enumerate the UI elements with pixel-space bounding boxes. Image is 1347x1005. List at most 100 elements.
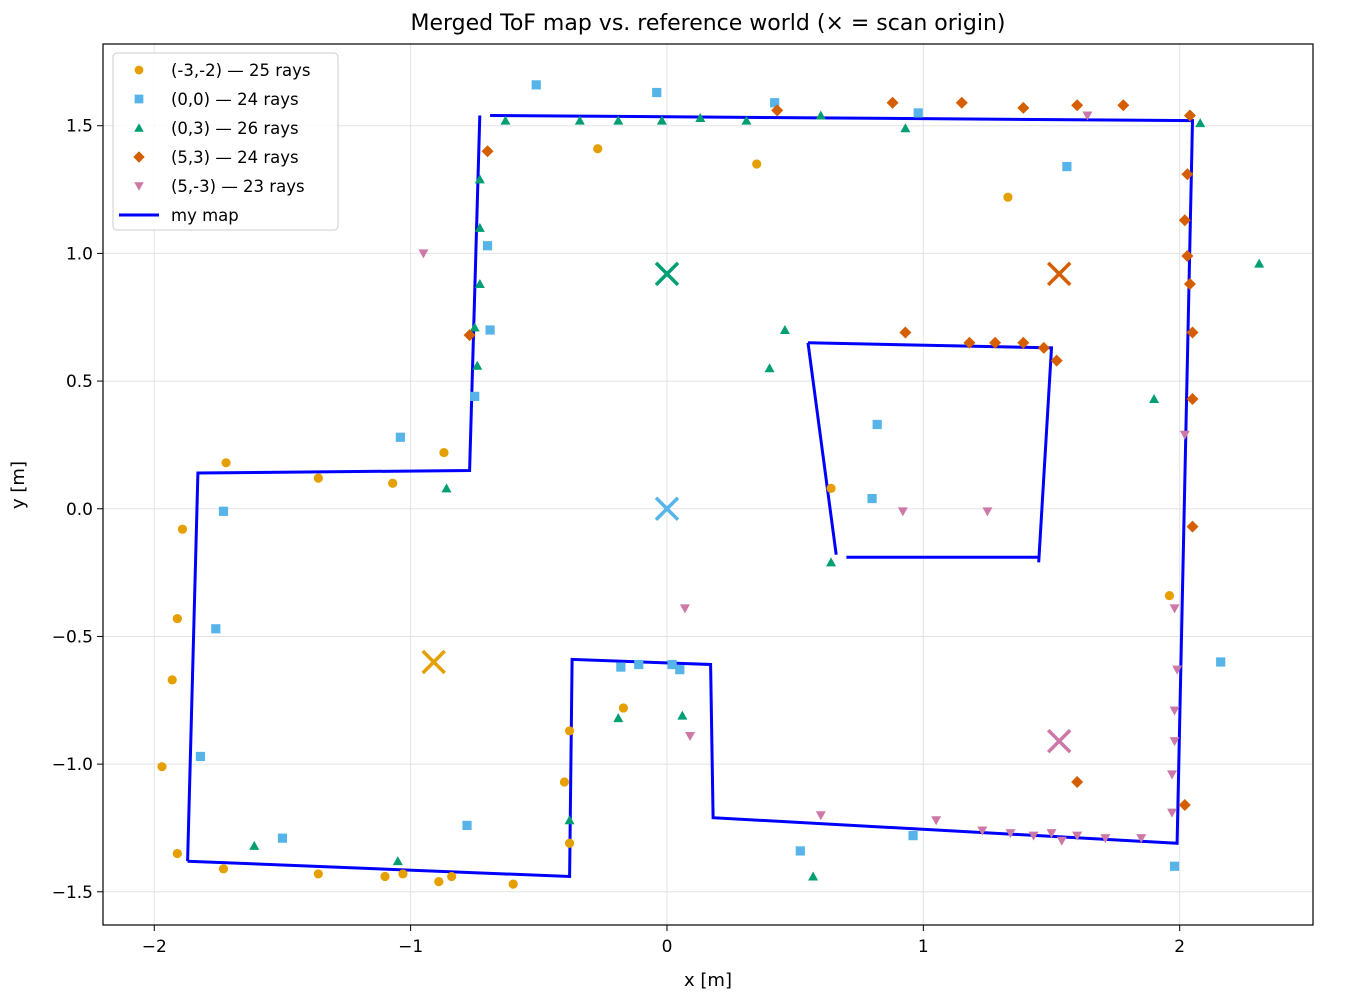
scan-point bbox=[218, 864, 229, 874]
scan-point bbox=[531, 80, 541, 90]
scan-point bbox=[685, 732, 696, 742]
scan-point bbox=[977, 826, 988, 836]
scan-point bbox=[447, 871, 457, 882]
origins-layer bbox=[421, 261, 1072, 754]
scan-point bbox=[418, 249, 429, 259]
x-tick-label: 1 bbox=[918, 937, 929, 957]
scan-point bbox=[652, 87, 662, 98]
legend-entry-label: (0,3) — 26 rays bbox=[171, 119, 299, 138]
scan-point bbox=[221, 458, 231, 468]
scan-point bbox=[1183, 278, 1196, 291]
scan-point bbox=[249, 840, 260, 850]
scan-point bbox=[1082, 111, 1093, 121]
scan-point bbox=[1169, 706, 1180, 716]
scan-point bbox=[808, 871, 819, 881]
scan-point bbox=[472, 360, 483, 370]
scan-point bbox=[195, 751, 206, 762]
scan-point bbox=[1181, 249, 1194, 262]
y-tick-label: −0.5 bbox=[52, 627, 93, 647]
scan-point bbox=[1028, 831, 1039, 841]
scan-point bbox=[826, 483, 836, 493]
scan-point bbox=[1037, 341, 1050, 354]
legend-entry-label: (5,3) — 24 rays bbox=[171, 148, 299, 167]
scan-point bbox=[474, 279, 485, 289]
scan-point bbox=[908, 831, 918, 841]
y-ticks: −1.5 −1.0 −0.5 0.0 0.5 1.0 1.5 bbox=[52, 117, 103, 903]
scan-point bbox=[1167, 808, 1178, 818]
map-segment bbox=[806, 342, 838, 555]
y-tick-label: −1.5 bbox=[52, 883, 93, 903]
scan-point bbox=[1100, 834, 1111, 844]
scan-point bbox=[1062, 161, 1072, 172]
scan-point bbox=[470, 391, 480, 401]
x-tick-label: 0 bbox=[662, 937, 673, 957]
scan-point bbox=[469, 322, 480, 332]
scan-point bbox=[462, 820, 472, 831]
scan-point bbox=[1003, 192, 1013, 202]
legend-marker bbox=[134, 123, 144, 132]
legend: (-3,-2) — 25 rays (0,0) — 24 rays (0,3) — … bbox=[112, 52, 339, 231]
scan-point bbox=[564, 726, 575, 736]
scan-point bbox=[656, 115, 667, 125]
scan-point bbox=[172, 848, 182, 859]
scan-point bbox=[1136, 834, 1147, 844]
y-tick-label: 1.0 bbox=[66, 244, 93, 264]
scan-point bbox=[1186, 520, 1199, 533]
scan-point bbox=[795, 846, 805, 856]
scan-point bbox=[1179, 430, 1190, 440]
scan-point bbox=[741, 115, 752, 125]
scan-point bbox=[564, 815, 575, 825]
scan-point bbox=[218, 506, 229, 516]
scan-point bbox=[1056, 836, 1067, 846]
scan-point bbox=[1216, 657, 1226, 667]
scan-point bbox=[913, 108, 923, 118]
scan-point bbox=[900, 123, 911, 133]
scan-point bbox=[434, 876, 444, 887]
points-layer bbox=[157, 80, 1265, 889]
scan-point bbox=[388, 478, 398, 488]
scan-point bbox=[897, 507, 908, 517]
map-segment bbox=[186, 115, 482, 862]
scan-point bbox=[1183, 109, 1196, 122]
scan-point bbox=[1117, 99, 1130, 112]
scan-point bbox=[1169, 737, 1180, 747]
scan-point bbox=[677, 710, 688, 720]
scan-point bbox=[1017, 101, 1030, 114]
scan-point bbox=[963, 336, 976, 349]
scan-point bbox=[172, 613, 182, 624]
scan-point bbox=[508, 879, 518, 889]
chart-title: Merged ToF map vs. reference world (× = … bbox=[410, 11, 1005, 36]
scan-point bbox=[1072, 831, 1083, 841]
scan-point bbox=[1169, 861, 1180, 871]
legend-entry-label: my map bbox=[171, 206, 239, 225]
scan-point bbox=[157, 762, 167, 772]
scan-point bbox=[313, 869, 323, 879]
scan-point bbox=[770, 98, 780, 108]
scan-point bbox=[1172, 665, 1183, 675]
scan-point bbox=[481, 145, 494, 158]
scan-point bbox=[1254, 258, 1265, 268]
scan-point bbox=[1181, 168, 1194, 181]
x-tick-label: −1 bbox=[398, 937, 423, 957]
scan-point bbox=[482, 241, 493, 251]
scan-point bbox=[989, 336, 1002, 349]
plot-frame bbox=[102, 43, 1314, 926]
scan-point bbox=[1005, 829, 1016, 839]
scan-point bbox=[764, 363, 775, 373]
scan-point bbox=[955, 96, 968, 109]
scan-point bbox=[177, 524, 188, 534]
scan-point bbox=[616, 662, 626, 672]
y-tick-label: 0.0 bbox=[66, 500, 93, 520]
scan-point bbox=[886, 96, 899, 109]
scan-point bbox=[1164, 590, 1175, 601]
scan-point bbox=[1071, 99, 1084, 112]
legend-marker bbox=[134, 94, 144, 104]
legend-entry-label: (5,-3) — 23 rays bbox=[171, 177, 305, 196]
y-tick-label: 0.5 bbox=[66, 372, 93, 392]
scan-point bbox=[564, 838, 575, 848]
scan-point bbox=[931, 816, 942, 826]
scan-point bbox=[392, 856, 403, 866]
scan-point bbox=[613, 115, 624, 125]
legend-marker bbox=[134, 182, 144, 191]
y-tick-label: −1.0 bbox=[52, 755, 93, 775]
